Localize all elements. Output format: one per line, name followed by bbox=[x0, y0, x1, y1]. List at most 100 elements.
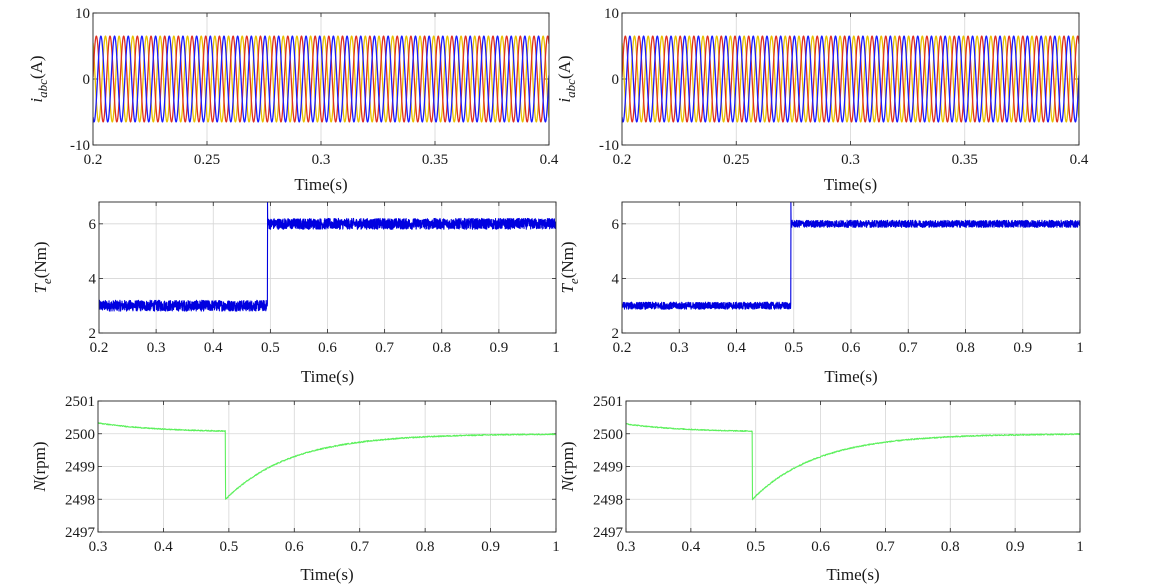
y-axis-label-subscript: abc bbox=[563, 79, 578, 98]
x-tick-label: 0.9 bbox=[1013, 340, 1032, 356]
x-tick-label: 0.7 bbox=[899, 340, 918, 356]
y-tick-label: -10 bbox=[70, 138, 90, 154]
series-line-N bbox=[98, 422, 556, 500]
axes-frame bbox=[98, 201, 557, 334]
y-axis-label-unit: (Nm) bbox=[31, 241, 50, 278]
x-tick-label: 0.25 bbox=[194, 152, 220, 168]
y-axis-label-symbol: T bbox=[558, 283, 577, 294]
x-axis-label: Time(s) bbox=[824, 175, 877, 194]
y-axis-label-subscript: e bbox=[39, 278, 54, 284]
x-tick-label: 0.3 bbox=[617, 539, 636, 555]
x-axis-label: Time(s) bbox=[294, 175, 347, 194]
x-tick-label: 0.4 bbox=[540, 152, 559, 168]
x-tick-label: 0.35 bbox=[422, 152, 448, 168]
y-axis-label: Te(Nm) bbox=[558, 241, 581, 293]
y-tick-label: 2500 bbox=[65, 427, 95, 443]
axes-frame bbox=[621, 12, 1080, 146]
x-tick-label: 0.5 bbox=[746, 539, 765, 555]
x-tick-label: 0.4 bbox=[727, 340, 746, 356]
y-axis-label-symbol: i bbox=[555, 98, 574, 103]
x-tick-label: 0.3 bbox=[89, 539, 108, 555]
y-tick-label: 2500 bbox=[593, 427, 623, 443]
x-tick-label: 0.7 bbox=[876, 539, 895, 555]
x-tick-label: 1 bbox=[1076, 340, 1084, 356]
y-tick-label: 0 bbox=[83, 72, 91, 88]
x-tick-label: 0.25 bbox=[723, 152, 749, 168]
x-tick-label: 0.7 bbox=[350, 539, 369, 555]
x-tick-label: 0.35 bbox=[952, 152, 978, 168]
x-tick-label: 0.2 bbox=[613, 340, 632, 356]
x-tick-label: 0.8 bbox=[432, 340, 451, 356]
y-axis-label-unit: (rpm) bbox=[558, 441, 577, 480]
series-line-ib bbox=[622, 35, 1079, 123]
y-axis-label-subscript: e bbox=[566, 278, 581, 284]
y-axis-label-symbol: T bbox=[31, 283, 50, 294]
series-group bbox=[622, 35, 1079, 123]
y-tick-label: 4 bbox=[89, 271, 97, 287]
y-axis-label: Te(Nm) bbox=[31, 241, 54, 293]
panel-current-left: 0.2 0.25 0.3 0.35 0.4 -10 0 10 Time(s) iabc(A) bbox=[27, 6, 559, 194]
x-tick-label: 1 bbox=[1076, 539, 1084, 555]
x-tick-label: 0.3 bbox=[670, 340, 689, 356]
panel-torque-left: 0.2 0.3 0.4 0.5 0.6 0.7 0.8 0.9 1 2 4 6 Time(s) Te(Nm… bbox=[31, 201, 560, 386]
axes-frame bbox=[621, 201, 1081, 334]
y-tick-label: 2498 bbox=[593, 492, 623, 508]
x-tick-label: 0.9 bbox=[490, 340, 509, 356]
y-axis-label: iabc(A) bbox=[555, 55, 578, 102]
series-group bbox=[99, 202, 556, 312]
x-tick-label: 0.9 bbox=[1006, 539, 1025, 555]
series-line-ic bbox=[93, 35, 549, 123]
x-axis-label: Time(s) bbox=[824, 367, 877, 386]
series-line-ib bbox=[93, 35, 549, 123]
series-group bbox=[626, 423, 1080, 501]
x-axis-label: Time(s) bbox=[300, 565, 353, 584]
series-line-ic bbox=[622, 35, 1079, 123]
x-tick-label: 0.3 bbox=[147, 340, 166, 356]
series-line-Te bbox=[622, 202, 1080, 310]
x-tick-label: 0.5 bbox=[219, 539, 238, 555]
y-tick-label: 6 bbox=[89, 217, 97, 233]
x-tick-label: 0.4 bbox=[681, 539, 700, 555]
y-tick-label: 4 bbox=[612, 271, 620, 287]
y-tick-label: 2501 bbox=[65, 394, 95, 410]
x-tick-label: 0.8 bbox=[941, 539, 960, 555]
y-tick-label: 2499 bbox=[593, 460, 623, 476]
x-tick-label: 0.2 bbox=[613, 152, 632, 168]
y-axis-label: iabc(A) bbox=[27, 55, 50, 102]
x-tick-label: 0.3 bbox=[312, 152, 331, 168]
y-tick-label: 10 bbox=[604, 6, 619, 22]
x-tick-label: 0.6 bbox=[842, 340, 861, 356]
series-group bbox=[98, 422, 556, 500]
y-axis-label-unit: (A) bbox=[27, 55, 46, 79]
x-tick-label: 0.8 bbox=[956, 340, 975, 356]
y-tick-label: 10 bbox=[75, 6, 90, 22]
series-line-Te bbox=[99, 202, 556, 312]
x-tick-label: 0.4 bbox=[1070, 152, 1089, 168]
y-axis-label-unit: (rpm) bbox=[30, 441, 49, 480]
y-axis-label-symbol: i bbox=[27, 98, 46, 103]
axes-frame bbox=[625, 400, 1081, 533]
x-tick-label: 0.4 bbox=[154, 539, 173, 555]
series-group bbox=[622, 202, 1080, 310]
panel-current-right: 0.2 0.25 0.3 0.35 0.4 -10 0 10 Time(s) iabc(A) bbox=[555, 6, 1089, 194]
panel-torque-right: 0.2 0.3 0.4 0.5 0.6 0.7 0.8 0.9 1 2 4 6 Time(s) Te(Nm… bbox=[558, 201, 1084, 386]
y-tick-label: -10 bbox=[599, 138, 619, 154]
x-tick-label: 0.3 bbox=[841, 152, 860, 168]
x-tick-label: 0.4 bbox=[204, 340, 223, 356]
y-axis-label-symbol: N bbox=[558, 479, 577, 493]
y-tick-label: 2498 bbox=[65, 492, 95, 508]
x-tick-label: 0.7 bbox=[375, 340, 394, 356]
y-tick-label: 2 bbox=[89, 326, 97, 342]
x-tick-label: 0.6 bbox=[318, 340, 337, 356]
x-tick-label: 0.2 bbox=[84, 152, 103, 168]
series-group bbox=[93, 35, 549, 123]
x-tick-label: 1 bbox=[552, 539, 560, 555]
x-tick-label: 0.6 bbox=[285, 539, 304, 555]
y-tick-label: 2 bbox=[612, 326, 620, 342]
x-tick-label: 0.6 bbox=[811, 539, 830, 555]
x-tick-label: 0.2 bbox=[90, 340, 109, 356]
x-tick-label: 0.9 bbox=[481, 539, 500, 555]
y-tick-label: 2497 bbox=[65, 525, 96, 541]
y-axis-label-subscript: abc bbox=[35, 79, 50, 98]
panel-speed-left: 0.3 0.4 0.5 0.6 0.7 0.8 0.9 1 2497 2498 2499 2500 25… bbox=[30, 394, 560, 584]
